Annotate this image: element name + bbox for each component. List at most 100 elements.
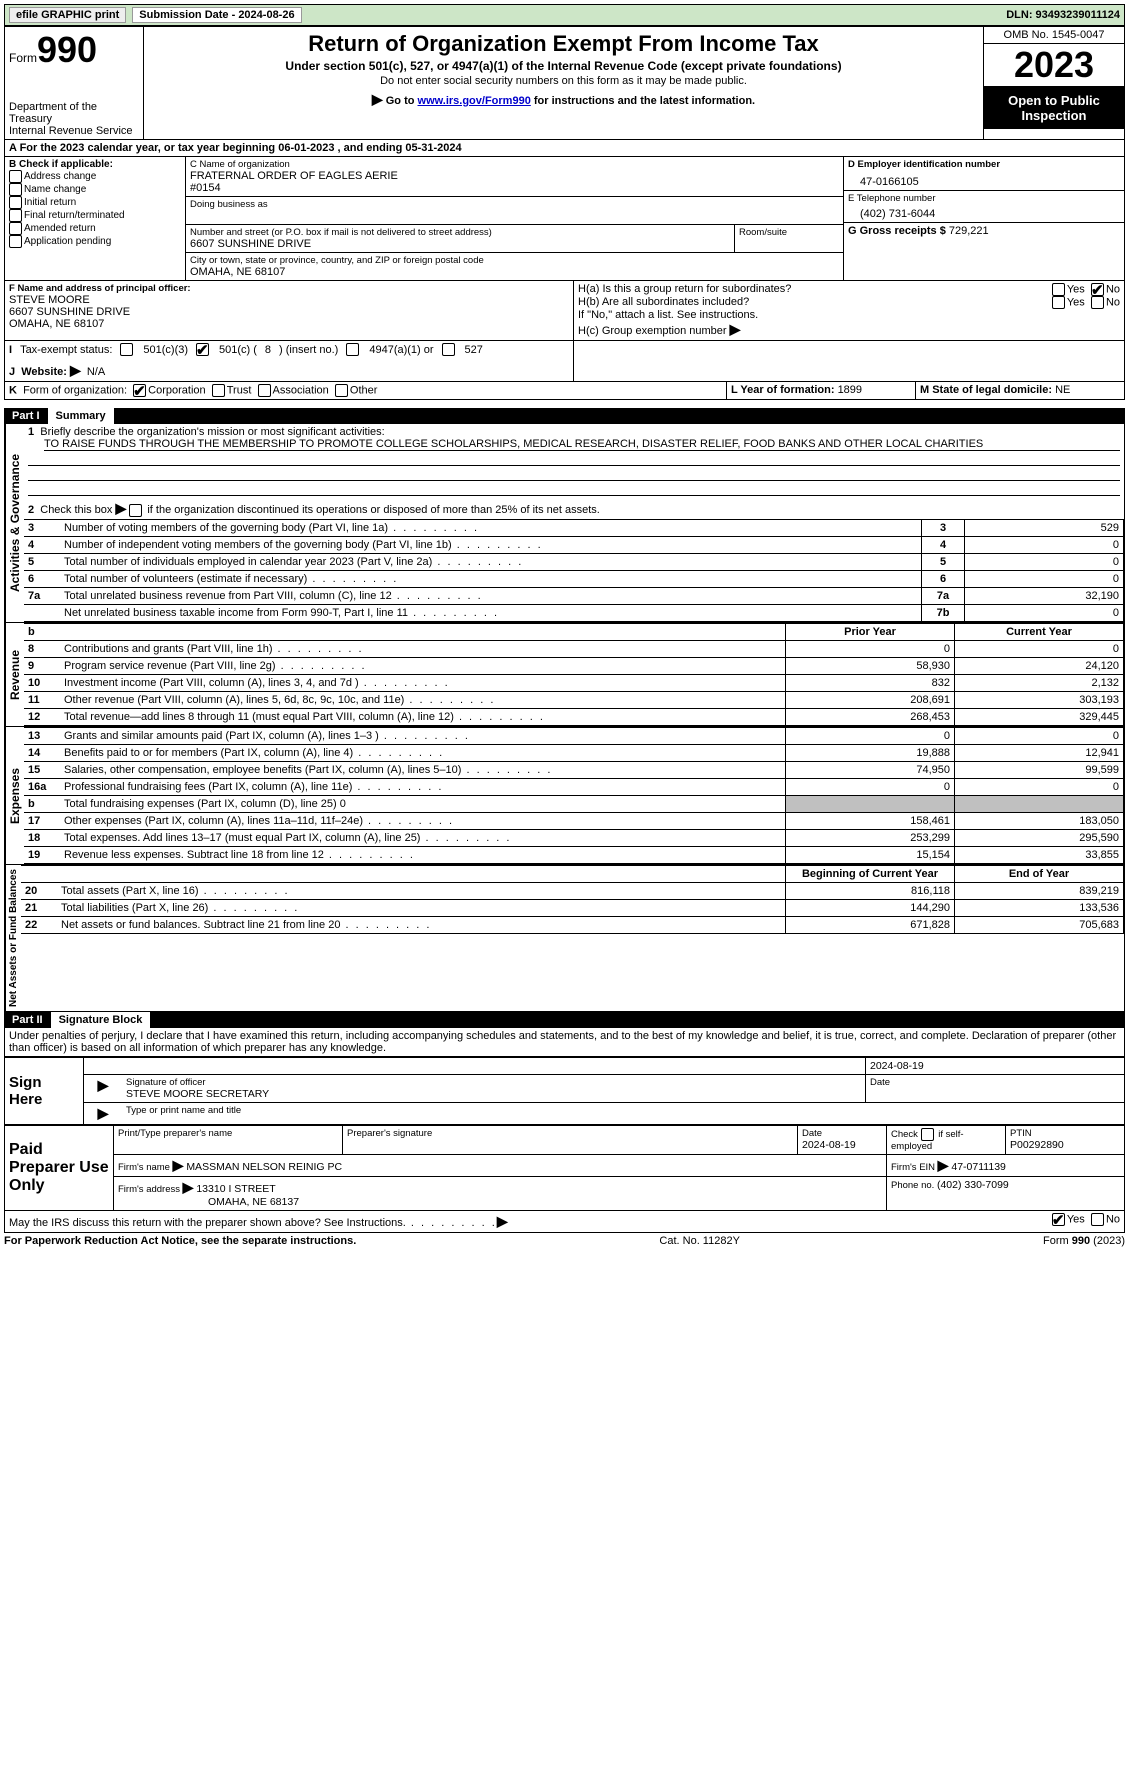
chk-discuss-yes[interactable] [1052, 1213, 1065, 1226]
sign-arrow-icon: ▶ [98, 1077, 109, 1093]
phone-value: (402) 731-6044 [848, 204, 1120, 220]
officer-city: OMAHA, NE 68107 [9, 318, 569, 330]
chk-trust[interactable] [212, 384, 225, 397]
table-row: Net unrelated business taxable income fr… [24, 605, 1124, 622]
irs-link[interactable]: www.irs.gov/Form990 [418, 95, 531, 107]
omb-number: OMB No. 1545-0047 [984, 27, 1124, 44]
chk-ha-no[interactable] [1091, 283, 1104, 296]
tax-period: A For the 2023 calendar year, or tax yea… [4, 140, 1125, 157]
ptin-value: P00292890 [1010, 1139, 1120, 1151]
org-name-1: FRATERNAL ORDER OF EAGLES AERIE [190, 170, 839, 182]
table-governance: 3Number of voting members of the governi… [24, 519, 1124, 622]
part2-header: Part II Signature Block [4, 1012, 1125, 1028]
chk-ha-yes[interactable] [1052, 283, 1065, 296]
form-number: Form990 [9, 29, 139, 71]
chk-other[interactable] [335, 384, 348, 397]
officer-group-section: F Name and address of principal officer:… [4, 281, 1125, 341]
table-row: 12Total revenue—add lines 8 through 11 (… [24, 709, 1124, 726]
room-label: Room/suite [739, 227, 839, 238]
chk-name-change[interactable] [9, 183, 22, 196]
ein-label: D Employer identification number [848, 159, 1120, 170]
table-row: 22Net assets or fund balances. Subtract … [21, 917, 1124, 934]
gross-receipts-label: G Gross receipts $ [848, 225, 949, 237]
tax-year: 2023 [984, 44, 1124, 87]
ha-label: H(a) Is this a group return for subordin… [578, 283, 1052, 296]
table-row: 16aProfessional fundraising fees (Part I… [24, 779, 1124, 796]
officer-name: STEVE MOORE [9, 294, 569, 306]
chk-amended-return[interactable] [9, 222, 22, 235]
table-row: 21Total liabilities (Part X, line 26)144… [21, 900, 1124, 917]
form-subtitle-2: Do not enter social security numbers on … [150, 75, 977, 87]
firm-ein: 47-0711139 [951, 1161, 1006, 1173]
website-value: N/A [87, 366, 105, 378]
status-website-section: I Tax-exempt status: 501(c)(3) 501(c) (8… [4, 341, 1125, 382]
table-row: 11Other revenue (Part VIII, column (A), … [24, 692, 1124, 709]
dept-irs: Internal Revenue Service [9, 125, 139, 137]
form-subtitle-3: ▶ Go to www.irs.gov/Form990 for instruct… [150, 91, 977, 108]
table-row: 14Benefits paid to or for members (Part … [24, 745, 1124, 762]
dept-treasury: Department of the Treasury [9, 101, 139, 125]
gross-receipts-value: 729,221 [949, 225, 989, 237]
year-formation: 1899 [838, 384, 862, 396]
org-name-label: C Name of organization [190, 159, 839, 170]
hc-label: H(c) Group exemption number ▶ [578, 321, 1120, 338]
chk-501c[interactable] [196, 343, 209, 356]
part1-revenue: Revenue bPrior YearCurrent Year8Contribu… [4, 623, 1125, 727]
officer-label: F Name and address of principal officer: [9, 283, 569, 294]
officer-street: 6607 SUNSHINE DRIVE [9, 306, 569, 318]
chk-4947[interactable] [346, 343, 359, 356]
table-row: 13Grants and similar amounts paid (Part … [24, 728, 1124, 745]
chk-527[interactable] [442, 343, 455, 356]
table-netassets: Beginning of Current YearEnd of Year20To… [21, 865, 1124, 934]
chk-discuss-no[interactable] [1091, 1213, 1104, 1226]
org-name-2: #0154 [190, 182, 839, 194]
chk-self-employed[interactable] [921, 1128, 934, 1141]
box-b-title: B Check if applicable: [9, 159, 181, 170]
discuss-row: May the IRS discuss this return with the… [4, 1211, 1125, 1233]
signature-table: Sign Here 2024-08-19 ▶ Signature of offi… [4, 1057, 1125, 1125]
part1-body: Activities & Governance 1 Briefly descri… [4, 424, 1125, 623]
chk-hb-no[interactable] [1091, 296, 1104, 309]
table-row: 8Contributions and grants (Part VIII, li… [24, 641, 1124, 658]
form-title: Return of Organization Exempt From Incom… [150, 31, 977, 57]
dba-label: Doing business as [190, 199, 839, 210]
footer-right: Form 990 (2023) [1043, 1235, 1125, 1247]
table-row: 5Total number of individuals employed in… [24, 554, 1124, 571]
chk-final-return[interactable] [9, 209, 22, 222]
table-row: 15Salaries, other compensation, employee… [24, 762, 1124, 779]
firm-phone: (402) 330-7099 [937, 1179, 1009, 1191]
chk-assoc[interactable] [258, 384, 271, 397]
city-value: OMAHA, NE 68107 [190, 266, 839, 278]
side-revenue: Revenue [5, 623, 24, 726]
sign-here-label: Sign Here [5, 1058, 84, 1125]
footer-mid: Cat. No. 11282Y [659, 1235, 740, 1247]
q2-label: Check this box ▶ if the organization dis… [40, 504, 600, 516]
sig-date-val: 2024-08-19 [866, 1058, 1125, 1075]
table-row: 9Program service revenue (Part VIII, lin… [24, 658, 1124, 675]
table-row: 18Total expenses. Add lines 13–17 (must … [24, 830, 1124, 847]
table-expenses: 13Grants and similar amounts paid (Part … [24, 727, 1124, 864]
chk-corp[interactable] [133, 384, 146, 397]
firm-addr1: 13310 I STREET [196, 1183, 275, 1195]
form-header: Form990 Department of the Treasury Inter… [4, 26, 1125, 140]
efile-print-button[interactable]: efile GRAPHIC print [9, 7, 126, 23]
chk-discontinued[interactable] [129, 504, 142, 517]
chk-501c3[interactable] [120, 343, 133, 356]
footer-left: For Paperwork Reduction Act Notice, see … [4, 1235, 356, 1247]
submission-date: Submission Date - 2024-08-26 [132, 7, 301, 23]
table-row: bTotal fundraising expenses (Part IX, co… [24, 796, 1124, 813]
chk-initial-return[interactable] [9, 196, 22, 209]
open-to-public: Open to Public Inspection [984, 87, 1124, 129]
street-label: Number and street (or P.O. box if mail i… [190, 227, 730, 238]
side-activities-governance: Activities & Governance [5, 424, 24, 622]
chk-application-pending[interactable] [9, 235, 22, 248]
firm-addr2: OMAHA, NE 68137 [208, 1196, 299, 1208]
entity-section: B Check if applicable: Address change Na… [4, 157, 1125, 281]
chk-address-change[interactable] [9, 170, 22, 183]
table-row: 20Total assets (Part X, line 16)816,1188… [21, 883, 1124, 900]
street-value: 6607 SUNSHINE DRIVE [190, 238, 730, 250]
dln-label: DLN: 93493239011124 [1006, 9, 1120, 21]
officer-sig-name: STEVE MOORE SECRETARY [126, 1088, 861, 1100]
table-revenue: bPrior YearCurrent Year8Contributions an… [24, 623, 1124, 726]
chk-hb-yes[interactable] [1052, 296, 1065, 309]
